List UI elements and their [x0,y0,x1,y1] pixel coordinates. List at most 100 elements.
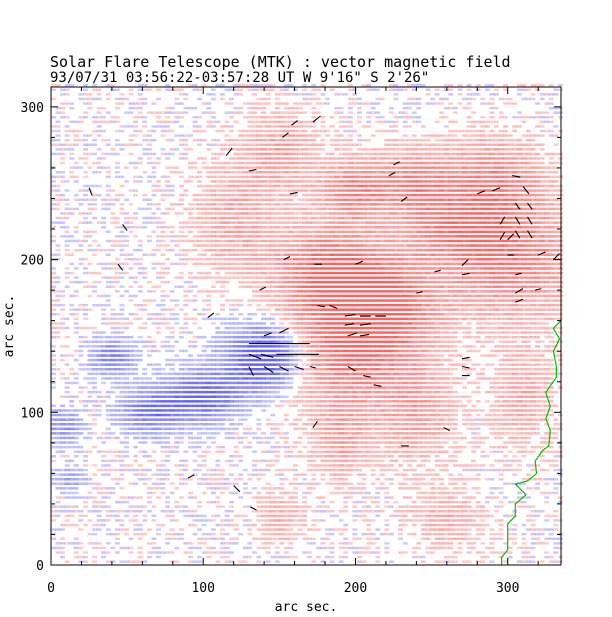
positive-field-cell [430,542,435,545]
positive-field-cell [498,505,504,508]
negative-field-cell [178,473,184,476]
positive-field-cell [379,326,385,330]
positive-field-cell [434,528,440,531]
negative-field-cell [288,349,294,353]
positive-field-cell [535,404,540,408]
positive-field-cell [343,500,349,504]
negative-field-cell [156,551,161,554]
positive-field-cell [516,326,522,330]
positive-field-cell [411,478,417,481]
positive-field-cell [521,358,527,362]
positive-field-cell [343,473,349,476]
positive-field-cell [402,326,408,330]
negative-field-cell [288,354,294,357]
negative-field-cell [183,432,189,435]
positive-field-cell [389,468,394,472]
positive-field-cell [521,418,527,421]
negative-field-cell [215,313,221,316]
positive-field-cell [430,363,435,366]
negative-field-cell [210,441,216,444]
positive-field-cell [69,505,75,508]
positive-field-cell [498,523,504,527]
negative-field-cell [220,377,225,380]
positive-field-cell [320,386,326,389]
positive-field-cell [101,436,107,440]
positive-field-cell [434,532,440,536]
positive-field-cell [402,317,408,321]
positive-field-cell [548,436,554,440]
negative-field-cell [133,349,139,353]
positive-field-cell [156,317,161,321]
negative-field-cell [224,354,230,357]
positive-field-cell [484,468,490,472]
negative-field-cell [51,368,56,371]
positive-field-cell [498,349,504,353]
positive-field-cell [288,308,294,311]
negative-field-cell [169,377,175,380]
negative-field-cell [206,395,212,398]
positive-field-cell [530,478,536,481]
positive-field-cell [283,505,289,508]
positive-field-cell [311,487,317,490]
positive-field-cell [160,459,166,463]
positive-field-cell [411,308,417,311]
positive-field-cell [242,505,248,508]
positive-field-cell [512,354,518,357]
negative-field-cell [224,335,230,339]
positive-field-cell [402,322,408,325]
positive-field-cell [416,372,422,376]
negative-field-cell [110,386,116,389]
positive-field-cell [384,377,390,380]
positive-field-cell [503,354,508,357]
positive-field-cell [416,308,422,311]
positive-field-cell [142,326,148,330]
positive-field-cell [466,299,472,302]
positive-field-cell [220,473,225,476]
negative-field-cell [229,510,234,513]
negative-field-cell [233,404,239,408]
positive-field-cell [366,450,371,453]
negative-field-cell [274,372,280,376]
negative-field-cell [270,363,276,366]
positive-field-cell [471,487,477,490]
positive-field-cell [439,303,445,307]
positive-field-cell [96,294,102,298]
positive-field-cell [416,358,422,362]
positive-field-cell [347,423,353,426]
negative-field-cell [160,418,166,421]
positive-field-cell [133,519,139,522]
positive-field-cell [137,546,143,550]
positive-field-cell [206,537,212,540]
positive-field-cell [338,459,344,463]
negative-field-cell [329,546,335,550]
positive-field-cell [420,464,426,467]
positive-field-cell [283,294,289,298]
positive-field-cell [535,413,540,417]
negative-field-cell [128,358,134,362]
negative-field-cell [270,395,276,398]
positive-field-cell [466,532,472,536]
positive-field-cell [507,546,513,550]
negative-field-cell [201,354,207,357]
positive-field-cell [544,335,550,339]
positive-field-cell [256,478,262,481]
positive-field-cell [183,551,189,554]
positive-field-cell [498,532,504,536]
positive-field-cell [55,551,61,554]
positive-field-cell [334,390,340,394]
positive-field-cell [530,368,536,371]
positive-field-cell [338,423,344,426]
negative-field-cell [83,303,88,307]
positive-field-cell [535,464,540,467]
positive-field-cell [393,432,399,435]
positive-field-cell [443,290,449,293]
positive-field-cell [393,335,399,339]
positive-field-cell [293,464,298,467]
positive-field-cell [489,322,495,325]
positive-field-cell [64,519,70,522]
positive-field-cell [338,331,344,334]
positive-field-cell [452,427,458,431]
positive-field-cell [439,377,445,380]
positive-field-cell [526,372,531,376]
positive-field-cell [375,404,381,408]
